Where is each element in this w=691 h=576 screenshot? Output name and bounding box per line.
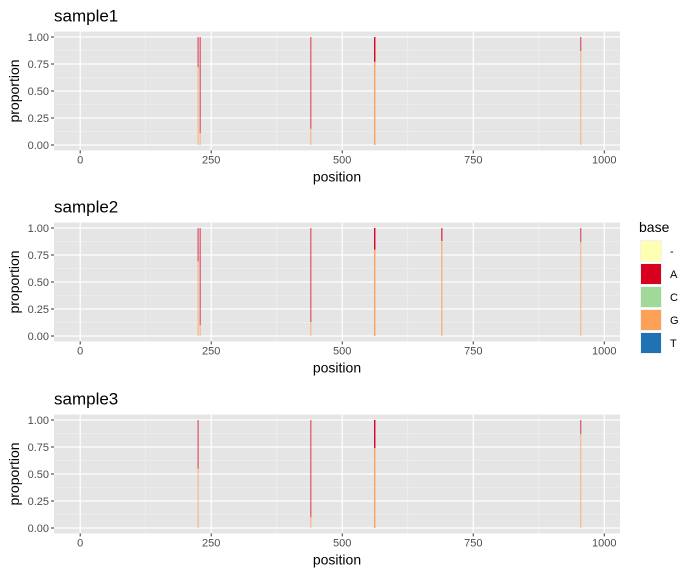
bar-segment-G (310, 128, 312, 145)
bar-segment-A (579, 228, 582, 243)
x-tick-label: 1000 (592, 154, 616, 166)
legend-key-gap (640, 240, 662, 262)
legend-label: T (670, 338, 677, 350)
x-tick-label: 750 (464, 154, 482, 166)
x-tick-label: 750 (464, 537, 482, 549)
x-axis-label: position (313, 551, 361, 567)
bar-segment-G (374, 448, 376, 528)
bar-segment-A (197, 37, 199, 68)
bar-segment-G (441, 240, 443, 336)
bar-segment-A (197, 228, 199, 262)
x-tick-label: 500 (333, 537, 351, 549)
facet-sample1: sample1 0 250 500 750 1000 0.00 0.25 0.50 0.75 1.0… (6, 7, 620, 184)
x-tick-label: 250 (202, 154, 220, 166)
y-tick-label: 1.00 (28, 223, 49, 235)
bar-segment-G (374, 249, 376, 336)
x-tick-label: 500 (333, 345, 351, 357)
y-tick-label: 0.00 (28, 523, 49, 535)
y-tick-label: 0.50 (28, 277, 49, 289)
bar-segment-A (374, 37, 376, 62)
bar-segment-A (579, 420, 582, 435)
y-axis-label: proportion (6, 442, 22, 505)
bar-segment-A (310, 228, 312, 322)
bar-segment-A (310, 420, 312, 518)
bar-segment-G (310, 321, 312, 336)
legend-label: C (670, 292, 678, 304)
facet-title: sample3 (54, 390, 118, 409)
bar-segment-A (199, 37, 201, 134)
legend-label: - (670, 246, 674, 258)
y-tick-label: 0.50 (28, 469, 49, 481)
x-tick-label: 1000 (592, 537, 616, 549)
bar-segment-G (197, 67, 199, 145)
y-tick-label: 0.75 (28, 59, 49, 71)
legend-title: base (639, 219, 670, 235)
legend-label: G (670, 315, 679, 327)
y-tick-label: 0.75 (28, 442, 49, 454)
legend-key-A (640, 263, 662, 285)
x-tick-label: 500 (333, 154, 351, 166)
bar-segment-A (310, 37, 312, 129)
y-tick-label: 1.00 (28, 415, 49, 427)
y-tick-label: 0.25 (28, 113, 49, 125)
bar-segment-A (374, 420, 376, 449)
x-tick-label: 750 (464, 345, 482, 357)
facet-title: sample1 (54, 7, 118, 26)
bar-segment-G (374, 61, 376, 146)
x-tick-label: 250 (202, 345, 220, 357)
bar-segment-A (199, 228, 201, 326)
legend-key-G (640, 309, 662, 331)
bar-segment-A (441, 228, 443, 241)
x-tick-label: 0 (77, 154, 83, 166)
facet-sample2: sample2 0 250 500 750 1000 0.00 0.25 0.50 0.75 1.0… (6, 198, 620, 375)
bar-segment-G (579, 434, 582, 528)
facet-title: sample2 (54, 198, 118, 217)
bar-segment-G (199, 133, 201, 145)
y-axis-label: proportion (6, 250, 22, 313)
y-axis-label: proportion (6, 59, 22, 122)
bar-segment-G (310, 517, 312, 528)
legend-key-T (640, 332, 662, 354)
x-tick-label: 250 (202, 537, 220, 549)
bar-segment-A (197, 420, 199, 469)
x-tick-label: 0 (77, 537, 83, 549)
legend-key-C (640, 286, 662, 308)
bar-segment-G (197, 261, 199, 336)
y-tick-label: 0.50 (28, 86, 49, 98)
bar-segment-G (197, 468, 199, 528)
bar-segment-G (199, 325, 201, 336)
bar-segment-G (579, 242, 582, 336)
bar-segment-A (579, 37, 582, 52)
x-axis-label: position (313, 359, 361, 375)
y-tick-label: 0.25 (28, 496, 49, 508)
bar-segment-A (374, 228, 376, 250)
facet-sample3: sample3 0 250 500 750 1000 0.00 0.25 0.50 0.75 1.0… (6, 390, 620, 567)
y-tick-label: 0.25 (28, 304, 49, 316)
x-axis-label: position (313, 168, 361, 184)
bar-segment-G (579, 51, 582, 145)
y-tick-label: 1.00 (28, 32, 49, 44)
x-tick-label: 0 (77, 345, 83, 357)
x-tick-label: 1000 (592, 345, 616, 357)
y-tick-label: 0.00 (28, 331, 49, 343)
y-tick-label: 0.00 (28, 140, 49, 152)
y-tick-label: 0.75 (28, 250, 49, 262)
legend-label: A (670, 269, 678, 281)
